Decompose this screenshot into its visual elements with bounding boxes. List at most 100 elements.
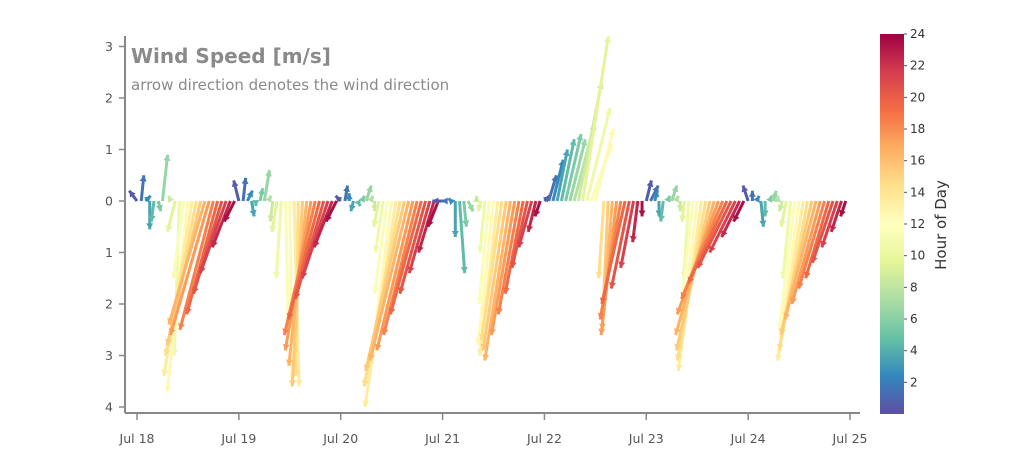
wind-arrow-head [170, 271, 178, 279]
colorbar [880, 34, 904, 414]
wind-arrow-head [664, 195, 671, 203]
wind-arrow [783, 200, 818, 320]
wind-arrow-head [246, 190, 253, 198]
wind-arrow-head [482, 354, 490, 361]
wind-arrow-head [674, 354, 682, 361]
wind-arrow-shaft [564, 133, 583, 202]
wind-arrow-head [672, 195, 680, 203]
wind-arrow [267, 200, 275, 222]
wind-arrow-shaft [503, 200, 525, 294]
y-tick-label: 3 [105, 348, 113, 363]
wind-arrow-head [398, 286, 405, 294]
wind-arrow-head [335, 195, 343, 203]
wind-arrow [595, 200, 606, 279]
wind-arrow-head [165, 225, 173, 232]
wind-arrow-shaft [287, 200, 321, 320]
wind-arrow-head [775, 354, 782, 361]
wind-arrow-shaft [382, 200, 419, 336]
wind-arrow-head [371, 287, 379, 294]
wind-arrow-shaft [790, 200, 822, 305]
wind-arrow [372, 200, 385, 253]
colorbar-tick-label: 20 [910, 90, 925, 104]
wind-arrow [146, 201, 154, 230]
wind-arrow [732, 200, 746, 223]
wind-arrow-shaft [368, 200, 411, 362]
wind-arrow [398, 200, 428, 295]
wind-arrow-head [778, 220, 786, 227]
wind-arrow-head [167, 317, 174, 325]
wind-arrow-head [598, 328, 606, 335]
wind-arrow [165, 200, 177, 233]
wind-arrow-shaft [312, 200, 334, 248]
wind-arrow-shaft [274, 200, 283, 279]
wind-arrow-head [733, 214, 740, 222]
wind-arrow-head [526, 225, 534, 232]
x-tick-label: Jul 25 [832, 431, 868, 446]
wind-arrow [811, 200, 835, 264]
wind-arrow-head [797, 281, 804, 289]
wind-arrow-head [748, 190, 756, 197]
wind-arrow-head [803, 271, 811, 279]
wind-arrow [222, 200, 236, 223]
wind-arrow-shaft [555, 149, 569, 202]
wind-arrow-head [680, 291, 688, 299]
wind-arrow [679, 200, 687, 222]
wind-arrow-head [467, 204, 474, 212]
wind-arrow-head [489, 328, 497, 335]
wind-arrow-shaft [777, 200, 797, 330]
wind-arrows [128, 35, 848, 408]
wind-arrow-shaft [458, 200, 467, 274]
wind-arrow [388, 200, 423, 315]
wind-arrow [564, 133, 584, 202]
wind-arrow-shaft [517, 200, 534, 248]
wind-arrow-head [164, 385, 172, 392]
wind-arrow-head [741, 185, 749, 193]
wind-arrow [672, 195, 680, 203]
wind-arrow-head [776, 343, 784, 351]
wind-arrow-shaft [417, 200, 436, 253]
wind-arrow-head [300, 271, 308, 279]
wind-arrow-head [671, 185, 679, 193]
x-axis-ticks: Jul 18 Jul 19 Jul 20 Jul 21 Jul 22 Jul 23 Jul … [119, 413, 868, 446]
wind-arrow-head [476, 204, 484, 212]
wind-arrow [269, 200, 279, 233]
wind-arrow [324, 200, 338, 223]
wind-arrow-shaft [559, 138, 576, 202]
wind-arrow [766, 195, 774, 203]
wind-arrow-head [381, 328, 389, 335]
wind-arrow [676, 201, 684, 212]
wind-arrow-head [325, 214, 332, 222]
wind-arrow-shaft [375, 200, 415, 351]
wind-arrow [495, 200, 521, 315]
wind-arrow-shaft [696, 200, 733, 269]
wind-arrow-head [163, 348, 171, 356]
colorbar-tick-label: 2 [910, 375, 918, 389]
wind-arrow-head [168, 328, 176, 335]
wind-arrow-head [388, 307, 396, 315]
colorbar-tick-label: 18 [910, 122, 925, 136]
wind-arrow-head [771, 190, 779, 198]
wind-arrow-head [462, 220, 470, 227]
wind-arrow [473, 195, 481, 202]
y-tick-label: 3 [105, 39, 113, 54]
wind-arrow-shaft [364, 200, 406, 372]
colorbar-tick-label: 8 [910, 280, 918, 294]
wind-arrow-head [282, 328, 290, 335]
wind-arrow [797, 200, 826, 289]
wind-arrow-head [199, 266, 206, 274]
wind-arrow-head [293, 292, 301, 299]
wind-arrow-head [460, 266, 468, 274]
wind-arrow-head [761, 210, 769, 217]
wind-arrow [160, 154, 171, 202]
wind-arrow [293, 200, 326, 300]
wind-arrow-head [211, 240, 218, 248]
wind-arrow [820, 200, 839, 248]
wind-arrow-shaft [481, 200, 508, 351]
wind-arrow-head [595, 272, 603, 279]
wind-arrow [368, 200, 411, 362]
wind-arrow [148, 200, 156, 222]
wind-arrow [476, 200, 487, 253]
wind-arrow [547, 174, 559, 202]
wind-arrow-head [191, 286, 199, 294]
